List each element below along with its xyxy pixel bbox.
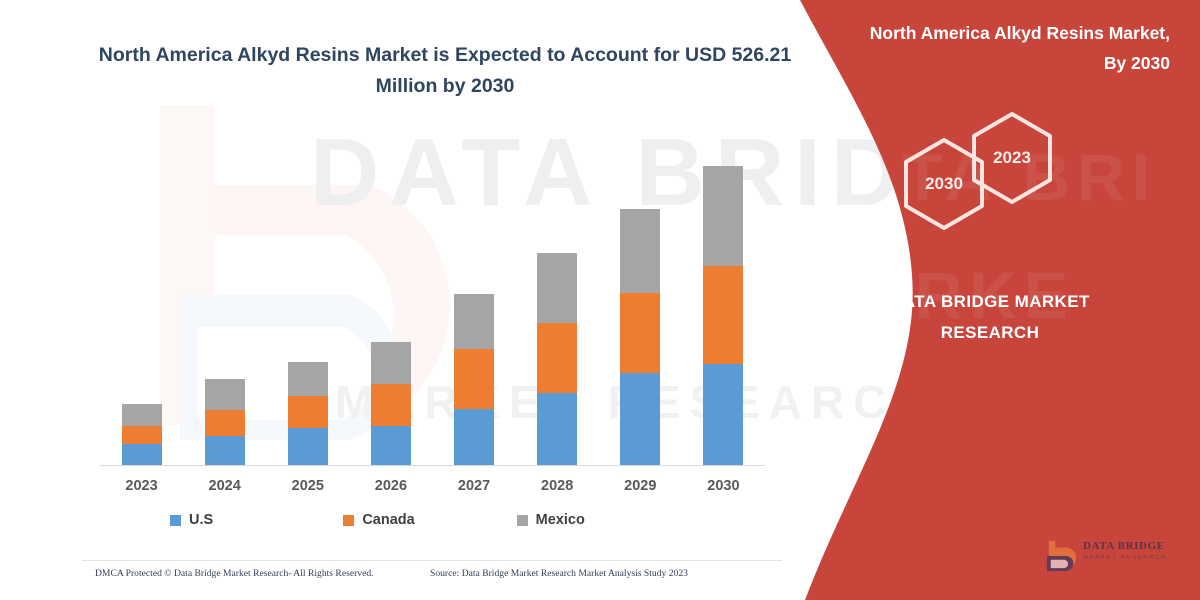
hexagon-badge-2030: 2030 — [900, 136, 988, 232]
bar-segment-us-2023 — [121, 444, 162, 465]
hexagon-icon — [904, 138, 984, 230]
bar-segment-us-2028 — [537, 393, 578, 465]
hexagon-group: 2030 2023 — [900, 110, 1100, 230]
panel-curved-background — [800, 0, 1200, 600]
panel-brand: DATA BRIDGE MARKET RESEARCH — [820, 286, 1160, 348]
x-axis-label-2024: 2024 — [208, 478, 241, 494]
legend-item-canada[interactable]: Canada — [343, 512, 516, 528]
panel-brand-line-1: DATA BRIDGE MARKET — [890, 292, 1090, 311]
legend-swatch-icon — [516, 514, 528, 526]
dbmr-logo: DATA BRIDGE MARKET RESEARCH — [1045, 537, 1185, 577]
bar-segment-us-2024 — [204, 436, 245, 465]
bar-segment-mexico-2029 — [620, 209, 661, 293]
bar-segment-us-2025 — [287, 428, 328, 465]
panel-title: North America Alkyd Resins Market, By 20… — [810, 18, 1170, 78]
legend-swatch-icon — [343, 514, 355, 526]
bar-segment-mexico-2030 — [703, 166, 744, 266]
panel-title-line-1: North America Alkyd Resins Market, — [869, 23, 1170, 43]
stacked-bar-chart — [100, 140, 765, 466]
footer-copyright: DMCA Protected © Data Bridge Market Rese… — [95, 568, 374, 579]
panel-brand-line-2: RESEARCH — [940, 323, 1040, 342]
bar-segment-mexico-2028 — [537, 253, 578, 323]
bar-segment-canada-2027 — [454, 349, 495, 409]
stacked-bar-2028[interactable] — [537, 253, 578, 465]
bar-segment-canada-2028 — [537, 323, 578, 393]
bar-slot — [516, 253, 599, 465]
legend-item-mexico[interactable]: Mexico — [516, 512, 690, 528]
stacked-bar-2025[interactable] — [287, 362, 328, 465]
bar-segment-canada-2026 — [370, 384, 411, 426]
stacked-bar-2024[interactable] — [204, 379, 245, 465]
bar-slot — [183, 379, 266, 465]
page-title: North America Alkyd Resins Market is Exp… — [98, 44, 792, 97]
x-axis-line — [100, 465, 765, 466]
x-axis-label-2028: 2028 — [541, 478, 574, 494]
stacked-bar-2030[interactable] — [703, 166, 744, 465]
bar-segment-us-2030 — [703, 364, 744, 465]
stacked-bar-2026[interactable] — [370, 342, 411, 465]
x-axis-label-2030: 2030 — [707, 478, 740, 494]
bar-segment-mexico-2025 — [287, 362, 328, 396]
stacked-bar-2023[interactable] — [121, 404, 162, 465]
x-axis-label-2025: 2025 — [291, 478, 324, 494]
bar-slot — [433, 294, 516, 465]
dbmr-logo-text: DATA BRIDGE — [1083, 540, 1165, 552]
dbmr-logo-subtext: MARKET RESEARCH — [1083, 555, 1167, 561]
bar-slot — [599, 209, 682, 465]
bar-segment-us-2027 — [454, 409, 495, 465]
stacked-bar-2029[interactable] — [620, 209, 661, 465]
legend-swatch-icon — [170, 514, 181, 526]
chart-bars — [100, 140, 765, 465]
bar-segment-mexico-2027 — [454, 294, 495, 349]
bar-slot — [682, 166, 765, 465]
dbmr-logo-mark-icon — [1046, 540, 1077, 571]
right-red-panel: DATA BRI MARKE North America Alkyd Resin… — [780, 0, 1200, 600]
x-axis-label-2027: 2027 — [457, 478, 491, 494]
bar-segment-canada-2030 — [703, 266, 744, 364]
bar-segment-canada-2029 — [620, 293, 661, 373]
bar-segment-mexico-2023 — [121, 404, 162, 426]
x-axis-label-2023: 2023 — [125, 478, 158, 494]
bar-segment-mexico-2024 — [204, 379, 245, 410]
hexagon-label-2023: 2023 — [993, 148, 1031, 167]
x-axis-label-2029: 2029 — [624, 478, 657, 494]
bar-segment-us-2029 — [620, 373, 661, 465]
stacked-bar-2027[interactable] — [454, 294, 495, 465]
hexagon-icon — [972, 112, 1052, 204]
legend-label: U.S — [189, 512, 214, 528]
hexagon-label-2030: 2030 — [925, 174, 963, 193]
footer-source: Source: Data Bridge Market Research Mark… — [430, 568, 688, 579]
legend-item-us[interactable]: U.S — [170, 512, 343, 528]
bar-segment-mexico-2026 — [370, 342, 411, 384]
x-axis-label-2026: 2026 — [374, 478, 408, 494]
x-axis-labels: 2023 2024 2025 2026 2027 2028 2029 2030 — [100, 478, 765, 494]
bar-segment-canada-2024 — [204, 410, 245, 436]
legend-label: Mexico — [535, 512, 585, 528]
panel-title-line-2: By 2030 — [1103, 53, 1170, 73]
chart-legend: U.S Canada Mexico — [170, 512, 690, 528]
legend-label: Canada — [362, 512, 415, 528]
bar-segment-us-2026 — [370, 426, 411, 465]
bar-slot — [266, 362, 349, 465]
bar-slot — [349, 342, 432, 465]
bar-segment-canada-2023 — [121, 426, 162, 444]
bar-slot — [100, 404, 183, 465]
footer-divider — [82, 560, 782, 561]
bar-segment-canada-2025 — [287, 396, 328, 428]
hexagon-badge-2023: 2023 — [968, 110, 1056, 206]
